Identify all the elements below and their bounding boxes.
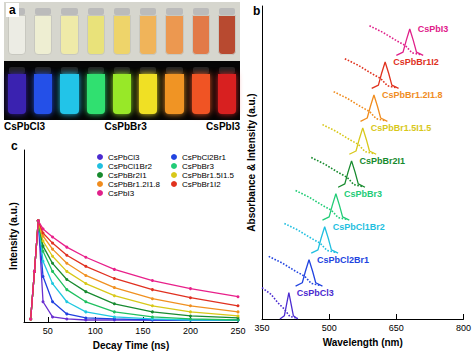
svg-text:CsPbBr3: CsPbBr3	[344, 189, 382, 199]
svg-text:200: 200	[183, 326, 198, 336]
svg-text:CsPbBr1.2I1.8: CsPbBr1.2I1.8	[382, 90, 443, 100]
html-text:CsPbBr3: CsPbBr3	[104, 121, 147, 132]
svg-text:CsPbCl3: CsPbCl3	[297, 288, 334, 298]
svg-text:CsPbBr2I1: CsPbBr2I1	[108, 171, 147, 180]
html-text:a: a	[9, 3, 16, 17]
svg-text:CsPbBr3: CsPbBr3	[182, 162, 215, 171]
svg-text:100: 100	[88, 326, 103, 336]
svg-text:Decay Time (ns): Decay Time (ns)	[93, 340, 170, 351]
svg-text:Absorbance & Intensity (a.u.): Absorbance & Intensity (a.u.)	[246, 93, 257, 231]
svg-text:CsPbBr1.5I1.5: CsPbBr1.5I1.5	[182, 171, 235, 180]
svg-text:CsPbCl1Br2: CsPbCl1Br2	[333, 222, 385, 232]
svg-text:500: 500	[322, 323, 337, 333]
svg-text:50: 50	[43, 326, 53, 336]
html-text:CsPbCl3: CsPbCl3	[4, 121, 46, 132]
svg-text:CsPbCl2Br1: CsPbCl2Br1	[317, 255, 369, 265]
svg-text:CsPbCl1Br2: CsPbCl1Br2	[108, 162, 153, 171]
html-text:CsPbI3: CsPbI3	[206, 121, 240, 132]
svg-text:350: 350	[254, 323, 269, 333]
svg-text:250: 250	[230, 326, 245, 336]
svg-text:CsPbBr2I1: CsPbBr2I1	[360, 156, 406, 166]
svg-text:c: c	[11, 139, 18, 153]
svg-text:Wavelength (nm): Wavelength (nm)	[323, 337, 403, 348]
svg-text:CsPbCl2Br1: CsPbCl2Br1	[182, 153, 227, 162]
svg-text:800: 800	[456, 323, 471, 333]
svg-text:650: 650	[389, 323, 404, 333]
svg-text:CsPbI3: CsPbI3	[418, 24, 449, 34]
svg-text:b: b	[253, 4, 260, 18]
svg-text:CsPbBr1I2: CsPbBr1I2	[393, 57, 439, 67]
svg-text:150: 150	[135, 326, 150, 336]
svg-text:CsPbI3: CsPbI3	[108, 189, 135, 198]
svg-text:CsPbBr1.5I1.5: CsPbBr1.5I1.5	[371, 123, 432, 133]
svg-text:CsPbBr1I2: CsPbBr1I2	[182, 180, 221, 189]
svg-text:Intensity (a.u.): Intensity (a.u.)	[8, 202, 19, 270]
svg-text:CsPbCl3: CsPbCl3	[108, 153, 140, 162]
svg-text:CsPbBr1.2I1.8: CsPbBr1.2I1.8	[108, 180, 161, 189]
